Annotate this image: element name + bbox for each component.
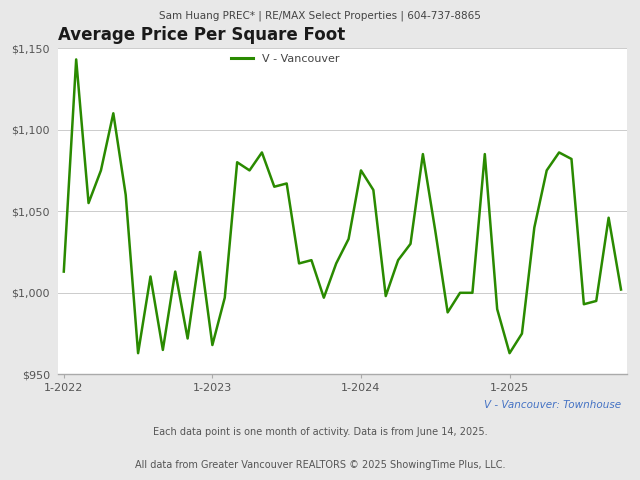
Text: V - Vancouver: Townhouse: V - Vancouver: Townhouse [484,400,621,410]
Text: Average Price Per Square Foot: Average Price Per Square Foot [58,25,345,44]
Text: Each data point is one month of activity. Data is from June 14, 2025.: Each data point is one month of activity… [153,427,487,437]
Text: All data from Greater Vancouver REALTORS © 2025 ShowingTime Plus, LLC.: All data from Greater Vancouver REALTORS… [135,460,505,470]
Text: Sam Huang PREC* | RE/MAX Select Properties | 604-737-8865: Sam Huang PREC* | RE/MAX Select Properti… [159,11,481,21]
Legend: V - Vancouver: V - Vancouver [231,54,340,64]
